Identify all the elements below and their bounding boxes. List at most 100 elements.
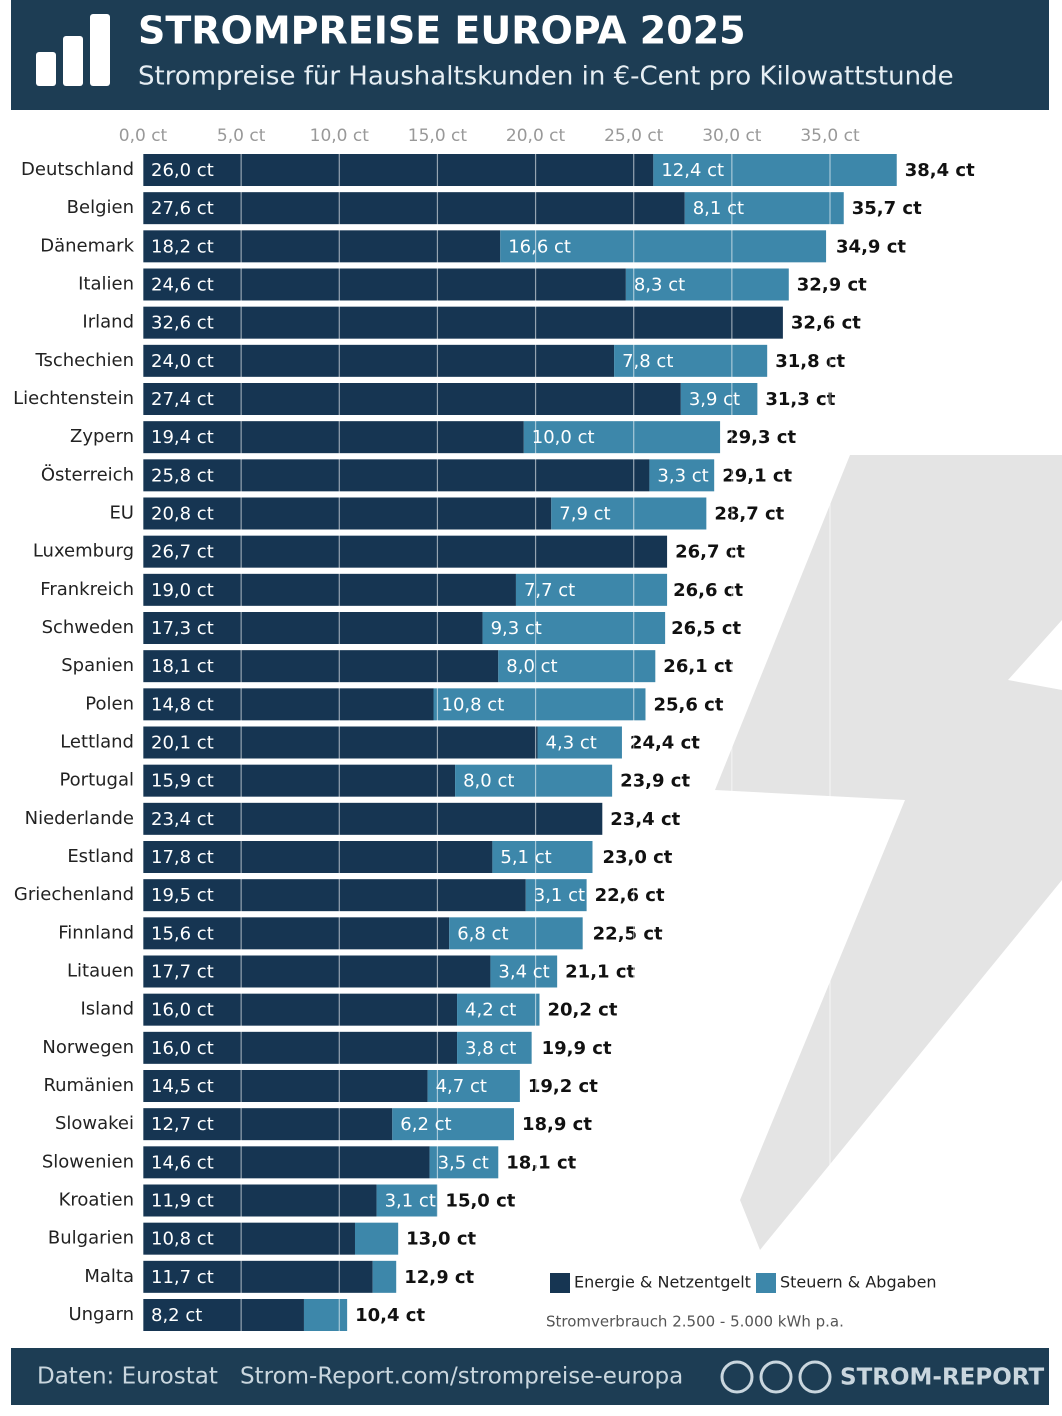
value-label: 14,5 ct (151, 1076, 214, 1097)
y-tick-label: Lettland (60, 732, 134, 753)
x-tick-label: 35,0 ct (800, 126, 860, 146)
value-label: 19,5 ct (151, 885, 214, 906)
bar-segment (449, 917, 583, 950)
bar-segment (143, 1222, 355, 1255)
bar-segment (457, 993, 540, 1026)
y-tick-label: Zypern (70, 426, 134, 447)
bar-segment (143, 230, 501, 263)
total-label: 23,0 ct (602, 847, 672, 868)
y-tick-label: Bulgarien (48, 1228, 134, 1249)
value-label: 3,3 ct (657, 465, 708, 486)
total-label: 20,2 ct (547, 1000, 617, 1021)
x-tick-label: 5,0 ct (217, 126, 266, 146)
bar-segment (372, 1260, 397, 1293)
y-tick-label: Spanien (61, 655, 134, 676)
value-label: 3,1 ct (385, 1191, 436, 1212)
value-label: 8,3 ct (634, 275, 685, 296)
value-label: 3,8 ct (465, 1038, 516, 1059)
value-label: 23,4 ct (151, 809, 214, 830)
value-label: 5,1 ct (500, 847, 551, 868)
bar-segment (143, 1184, 377, 1217)
legend-swatch (550, 1273, 570, 1293)
value-label: 18,2 ct (151, 236, 214, 257)
value-label: 27,4 ct (151, 389, 214, 410)
lightning-decoration (715, 455, 1062, 1250)
bar-segment (625, 268, 789, 301)
footer-band (11, 1348, 1049, 1405)
bar-segment (143, 535, 668, 568)
value-label: 4,7 ct (436, 1076, 487, 1097)
total-label: 22,6 ct (595, 885, 665, 906)
total-label: 38,4 ct (905, 160, 975, 181)
y-tick-label: Frankreich (40, 579, 134, 600)
value-label: 6,2 ct (400, 1114, 451, 1135)
total-label: 22,5 ct (593, 923, 663, 944)
total-label: 10,4 ct (355, 1305, 425, 1326)
y-tick-label: Liechtenstein (13, 388, 134, 409)
y-tick-label: Estland (67, 846, 134, 867)
bar-segment (143, 955, 491, 988)
bar-segment (457, 1031, 532, 1064)
plot: Deutschland 26,0 ct 12,4 ct 38,4 ct Belgien 2… (13, 126, 975, 1331)
total-label: 25,6 ct (653, 694, 723, 715)
y-tick-label: Irland (82, 312, 134, 333)
value-label: 25,8 ct (151, 465, 214, 486)
total-label: 31,8 ct (775, 351, 845, 372)
x-tick-label: 20,0 ct (506, 126, 566, 146)
bar-segment (143, 802, 603, 835)
bar-segment (143, 612, 483, 644)
bar-segment (653, 154, 897, 186)
bar-segment (143, 841, 493, 873)
total-label: 26,7 ct (675, 542, 745, 563)
bar-segment (143, 1031, 458, 1064)
value-label: 7,9 ct (559, 504, 610, 525)
value-label: 17,7 ct (151, 962, 214, 983)
y-tick-label: Deutschland (21, 159, 134, 180)
bar-segment (143, 764, 456, 797)
bar-segment (537, 726, 622, 759)
value-label: 10,8 ct (442, 694, 505, 715)
bar-segment (143, 268, 626, 301)
y-tick-label: Polen (85, 693, 134, 714)
y-tick-label: Belgien (67, 197, 134, 218)
bar-segment (492, 841, 593, 873)
total-label: 23,4 ct (610, 809, 680, 830)
bar-segment (498, 650, 656, 683)
bar-segment (143, 726, 538, 759)
total-label: 21,1 ct (565, 962, 635, 983)
value-label: 26,7 ct (151, 542, 214, 563)
value-label: 15,9 ct (151, 771, 214, 792)
bar-segment (143, 1260, 373, 1293)
value-label: 10,8 ct (151, 1229, 214, 1250)
y-tick-label: Kroatien (59, 1190, 134, 1211)
value-label: 14,8 ct (151, 694, 214, 715)
value-label: 4,3 ct (546, 733, 597, 754)
total-label: 13,0 ct (406, 1229, 476, 1250)
bar-segment (455, 764, 613, 797)
x-tick-label: 25,0 ct (604, 126, 664, 146)
total-label: 34,9 ct (836, 236, 906, 257)
bar-segment (490, 955, 558, 988)
total-label: 19,9 ct (542, 1038, 612, 1059)
total-label: 29,1 ct (722, 465, 792, 486)
y-tick-label: EU (109, 503, 134, 524)
value-label: 12,4 ct (661, 160, 724, 181)
value-label: 18,1 ct (151, 656, 214, 677)
y-tick-label: Schweden (42, 617, 134, 638)
y-tick-label: Tschechien (34, 350, 134, 371)
bar-segment (684, 192, 844, 225)
value-label: 8,2 ct (151, 1305, 202, 1326)
value-label: 8,0 ct (463, 771, 514, 792)
value-label: 6,8 ct (457, 923, 508, 944)
value-label: 16,6 ct (508, 236, 571, 257)
y-tick-label: Norwegen (42, 1037, 134, 1058)
bar-segment (614, 344, 768, 377)
y-tick-label: Finnland (58, 922, 134, 943)
bar-segment (143, 192, 685, 225)
bar-segment (303, 1299, 348, 1331)
y-tick-label: Italien (78, 274, 134, 295)
total-label: 26,1 ct (663, 656, 733, 677)
value-label: 19,0 ct (151, 580, 214, 601)
bar-segment (143, 879, 526, 912)
bar-segment (392, 1108, 514, 1141)
